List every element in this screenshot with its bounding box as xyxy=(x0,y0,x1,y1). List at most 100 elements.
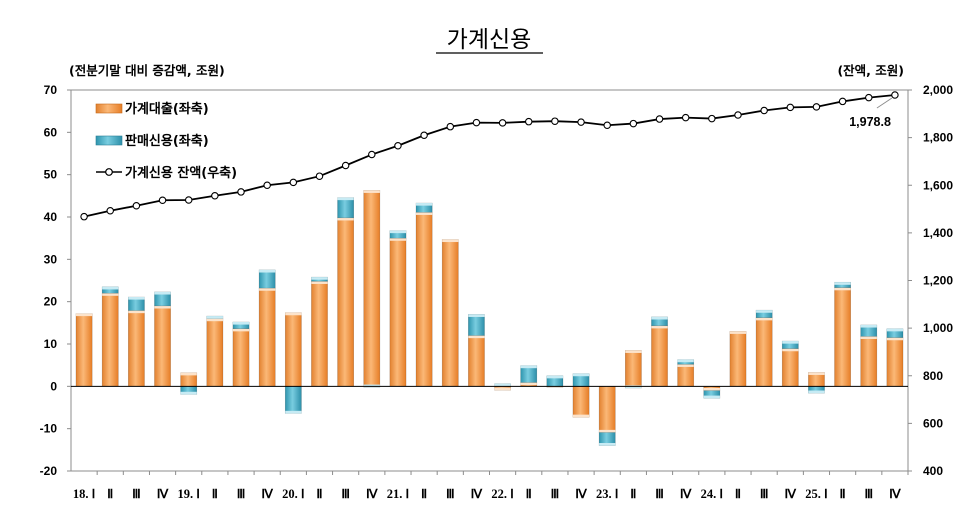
household-loan-bar xyxy=(415,212,433,387)
balance-point xyxy=(132,201,141,210)
balance-point xyxy=(472,118,481,127)
balance-point xyxy=(420,131,428,139)
household-loan-bar-cap xyxy=(625,350,642,353)
sales-credit-bar-cap xyxy=(285,410,302,414)
x-axis-tick-label: Ⅳ xyxy=(366,487,379,501)
sales-credit-bar-cap xyxy=(102,286,119,290)
household-loan-bar xyxy=(101,292,119,387)
x-axis-tick-label: Ⅳ xyxy=(680,487,693,501)
household-loan-bar-cap xyxy=(520,382,537,386)
household-loan-bar-cap xyxy=(363,190,380,193)
right-axis-tick-label: 1,000 xyxy=(923,321,953,335)
balance-point xyxy=(184,196,193,204)
sales-credit-bar-cap xyxy=(259,269,276,273)
sales-credit-bar-cap xyxy=(651,316,668,320)
legend-swatch-balance-marker xyxy=(105,168,113,176)
balance-point xyxy=(786,103,795,112)
household-loan-bar xyxy=(729,331,747,387)
household-loan-bar xyxy=(572,386,590,418)
sales-credit-bar-cap xyxy=(180,391,197,395)
household-loan-bar xyxy=(468,335,485,387)
right-axis-tick-label: 400 xyxy=(923,464,943,478)
balance-point xyxy=(394,141,402,150)
household-loan-bar xyxy=(625,350,642,387)
x-axis-tick-label: Ⅲ xyxy=(864,487,873,501)
x-axis-tick-label: Ⅱ xyxy=(107,487,113,501)
household-loan-bar-cap xyxy=(808,372,825,375)
household-loan-bar-cap xyxy=(416,212,433,215)
sales-credit-bar-cap xyxy=(677,359,694,363)
household-loan-bar-cap xyxy=(468,335,485,339)
left-axis: 70 60 50 40 30 20 10 0 -10 -20 xyxy=(40,83,71,478)
household-loan-bar-cap xyxy=(259,288,276,291)
balance-point xyxy=(603,121,611,129)
balance-point xyxy=(341,161,350,170)
household-loan-bar xyxy=(677,364,695,387)
balance-point xyxy=(551,117,559,125)
household-loan-bar-cap xyxy=(729,331,747,334)
x-axis-tick-label: Ⅳ xyxy=(575,487,588,501)
x-axis-tick-label: Ⅲ xyxy=(655,487,664,501)
right-axis-tick-label: 600 xyxy=(923,416,943,430)
sales-credit-bar-cap xyxy=(416,203,433,206)
left-axis-tick-label: 60 xyxy=(44,125,58,139)
household-loan-bar xyxy=(284,312,302,387)
household-loan-bar-cap xyxy=(206,318,223,322)
sales-credit-bar-cap xyxy=(128,297,145,300)
balance-point xyxy=(237,188,245,196)
household-loan-bar xyxy=(154,305,171,387)
x-axis-tick-label: Ⅱ xyxy=(840,487,846,501)
left-axis-tick-label: 70 xyxy=(44,83,58,97)
household-loan-bar xyxy=(206,318,224,387)
left-axis-tick-label: 20 xyxy=(44,295,58,309)
household-loan-bar-cap xyxy=(232,328,250,332)
household-loan-bar xyxy=(258,287,276,387)
sales-credit-bar-cap xyxy=(311,277,328,280)
right-axis-tick-label: 1,600 xyxy=(923,178,953,192)
household-loan-bar xyxy=(389,237,407,387)
x-axis: 18. Ⅰ Ⅱ Ⅲ Ⅳ 19. Ⅰ Ⅱ Ⅲ Ⅳ 20. Ⅰ Ⅱ Ⅲ Ⅳ 21. Ⅰ Ⅱ Ⅲ Ⅳ 22. Ⅰ Ⅱ Ⅲ Ⅳ… xyxy=(73,471,909,501)
sales-credit-bar-cap xyxy=(599,443,616,446)
sales-credit-bar-cap xyxy=(886,328,904,332)
household-loan-bar-cap xyxy=(703,387,720,391)
x-axis-tick-label: 20. Ⅰ xyxy=(282,487,304,501)
sales-credit-bar-cap xyxy=(389,230,407,234)
household-loan-bar-cap xyxy=(651,325,668,329)
sales-credit-bar xyxy=(284,386,302,414)
household-loan-bar-cap xyxy=(860,336,877,339)
annotations: 1,978.8 xyxy=(849,97,893,129)
sales-credit-bar xyxy=(258,269,276,289)
sales-credit-bar-cap xyxy=(494,383,511,387)
household-loan-bar xyxy=(128,310,145,387)
x-axis-tick-label: 19. Ⅰ xyxy=(177,487,199,501)
right-axis-tick-label: 1,200 xyxy=(923,274,953,288)
right-axis-unit-label: (잔액, 조원) xyxy=(837,63,904,78)
sales-credit-bar-cap xyxy=(468,314,485,317)
balance-point xyxy=(289,178,298,187)
left-axis-tick-label: 10 xyxy=(44,337,58,351)
x-axis-tick-label: Ⅳ xyxy=(157,487,170,501)
sales-credit-bar xyxy=(468,314,485,336)
balance-point xyxy=(891,91,899,99)
annotation-leader xyxy=(876,97,893,109)
balance-point xyxy=(80,212,88,221)
x-axis-tick-label: 18. Ⅰ xyxy=(73,487,95,501)
balance-point xyxy=(498,119,507,127)
left-axis-tick-label: -20 xyxy=(40,464,58,478)
household-loan-bar xyxy=(781,348,799,387)
bar-series xyxy=(75,190,904,446)
x-axis-tick-label: Ⅳ xyxy=(889,487,902,501)
balance-point xyxy=(577,118,585,126)
left-axis-tick-label: 50 xyxy=(44,168,58,182)
x-axis-tick-label: Ⅳ xyxy=(471,487,484,501)
sales-credit-bar-cap xyxy=(546,375,563,379)
household-loan-bar-cap xyxy=(599,429,616,433)
balance-point xyxy=(708,114,716,123)
x-axis-tick-label: Ⅲ xyxy=(446,487,455,501)
x-axis-tick-label: Ⅱ xyxy=(316,487,322,501)
household-loan-bar-cap xyxy=(572,414,590,418)
household-loan-bar xyxy=(860,336,878,387)
balance-point xyxy=(446,122,455,131)
household-loan-bar-cap xyxy=(154,305,171,309)
